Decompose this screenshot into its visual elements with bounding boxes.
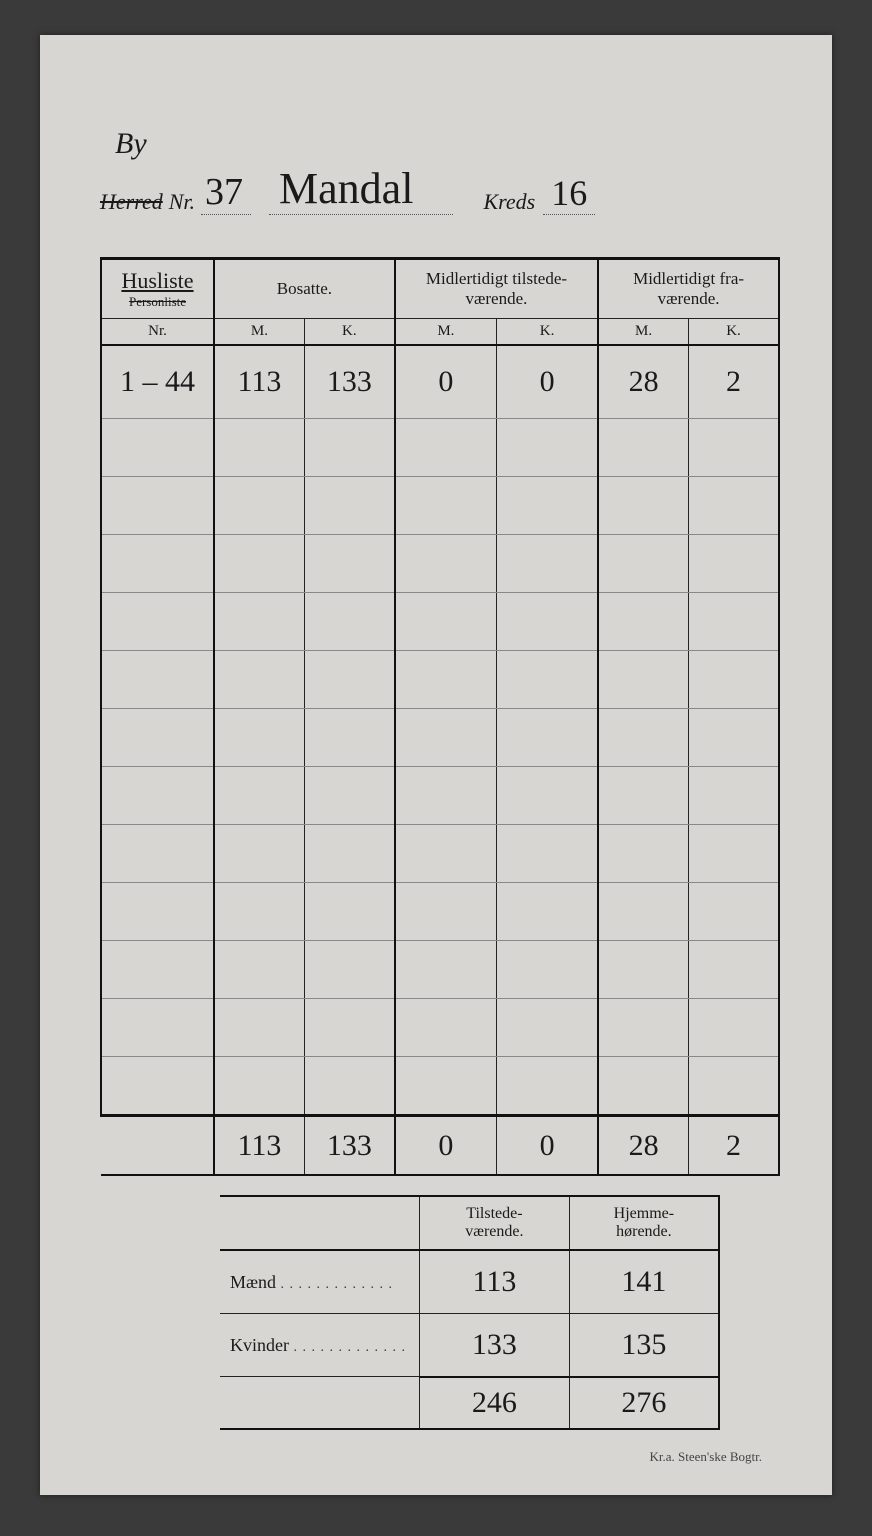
nr-label: Nr. — [169, 189, 195, 215]
district-name: Mandal — [269, 163, 453, 215]
row-maend: Mænd 113 141 — [220, 1250, 719, 1314]
table-row — [101, 709, 779, 767]
printer-credit: Kr.a. Steen'ske Bogtr. — [650, 1449, 762, 1465]
tot-bos-m: 113 — [214, 1116, 304, 1176]
table-row — [101, 883, 779, 941]
col-bos-k: K. — [304, 319, 394, 346]
lbl-kvinder: Kvinder — [230, 1335, 406, 1355]
row-total: 246 276 — [220, 1377, 719, 1429]
col-midl-fra: Midlertidigt fra- værende. — [598, 259, 779, 319]
col-tilstede: Tilstede- værende. — [420, 1196, 570, 1250]
table-row — [101, 419, 779, 477]
row-kvinder: Kvinder 133 135 — [220, 1314, 719, 1377]
table-row — [101, 651, 779, 709]
tot-fra-k: 2 — [689, 1116, 779, 1176]
cell-bos-m: 113 — [214, 345, 304, 419]
tot-til-m: 0 — [395, 1116, 497, 1176]
tot-til-k: 0 — [496, 1116, 598, 1176]
maend-hjem: 141 — [569, 1250, 719, 1314]
col-husliste: Husliste Personliste — [101, 259, 214, 319]
by-label: By — [115, 127, 147, 161]
cell-fra-k: 2 — [689, 345, 779, 419]
col-til-k: K. — [496, 319, 598, 346]
tot-fra-m: 28 — [598, 1116, 688, 1176]
table-row — [101, 477, 779, 535]
herred-label: Herred — [100, 189, 163, 215]
col-til-m: M. — [395, 319, 497, 346]
cell-bos-k: 133 — [304, 345, 394, 419]
table-row — [101, 825, 779, 883]
col-hjemme: Hjemme- hørende. — [569, 1196, 719, 1250]
cell-til-k: 0 — [496, 345, 598, 419]
cell-til-m: 0 — [395, 345, 497, 419]
header: By Herred Nr. 37 Mandal Kreds 16 — [100, 145, 780, 215]
table-row — [101, 535, 779, 593]
table-row — [101, 1057, 779, 1116]
col-bosatte: Bosatte. — [214, 259, 395, 319]
kreds-label: Kreds — [483, 189, 535, 215]
nr-value: 37 — [201, 170, 251, 215]
col-bos-m: M. — [214, 319, 304, 346]
table-row — [101, 767, 779, 825]
col-fra-m: M. — [598, 319, 688, 346]
kvinder-hjem: 135 — [569, 1314, 719, 1377]
col-nr: Nr. — [101, 319, 214, 346]
cell-fra-m: 28 — [598, 345, 688, 419]
col-midl-tilstede: Midlertidigt tilstede- værende. — [395, 259, 598, 319]
kvinder-til: 133 — [420, 1314, 570, 1377]
kreds-value: 16 — [543, 172, 595, 215]
main-table: Husliste Personliste Bosatte. Midlertidi… — [100, 257, 780, 1176]
total-til: 246 — [420, 1377, 570, 1429]
summary-table: Tilstede- værende. Hjemme- hørende. Mænd… — [220, 1195, 720, 1430]
tot-bos-k: 133 — [304, 1116, 394, 1176]
document-page: By Herred Nr. 37 Mandal Kreds 16 Huslist… — [40, 35, 832, 1495]
sum-empty — [220, 1196, 420, 1250]
lbl-maend: Mænd — [230, 1272, 393, 1292]
cell-nr: 1 – 44 — [101, 345, 214, 419]
table-row — [101, 941, 779, 999]
totals-row: 113 133 0 0 28 2 — [101, 1116, 779, 1176]
total-hjem: 276 — [569, 1377, 719, 1429]
table-row: 1 – 44 113 133 0 0 28 2 — [101, 345, 779, 419]
col-fra-k: K. — [689, 319, 779, 346]
table-row — [101, 593, 779, 651]
maend-til: 113 — [420, 1250, 570, 1314]
table-row — [101, 999, 779, 1057]
